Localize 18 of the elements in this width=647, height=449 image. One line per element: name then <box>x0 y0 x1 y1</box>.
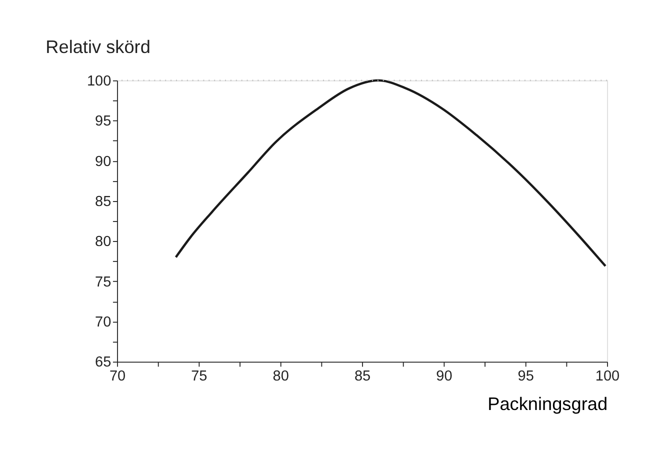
y-tick-label: 65 <box>95 354 112 371</box>
y-tick-label: 90 <box>95 154 112 170</box>
x-tick-label: 85 <box>354 368 371 384</box>
y-tick-label: 75 <box>95 274 112 290</box>
x-tick-label: 90 <box>436 368 452 384</box>
x-tick-label: 70 <box>109 368 126 384</box>
y-tick-label: 80 <box>95 234 112 250</box>
y-tick-label: 70 <box>95 314 112 331</box>
x-tick-label: 80 <box>272 368 289 384</box>
y-tick-label: 85 <box>95 194 112 210</box>
x-tick-label: 75 <box>191 368 208 384</box>
x-tick-label: 100 <box>595 368 620 384</box>
y-tick-label: 100 <box>86 73 112 90</box>
y-axis-title: Relativ skörd <box>46 37 150 58</box>
x-axis-title: Packningsgrad <box>488 394 608 414</box>
line-series <box>174 79 607 268</box>
y-tick-label: 95 <box>95 114 112 130</box>
x-tick-label: 95 <box>518 368 534 384</box>
